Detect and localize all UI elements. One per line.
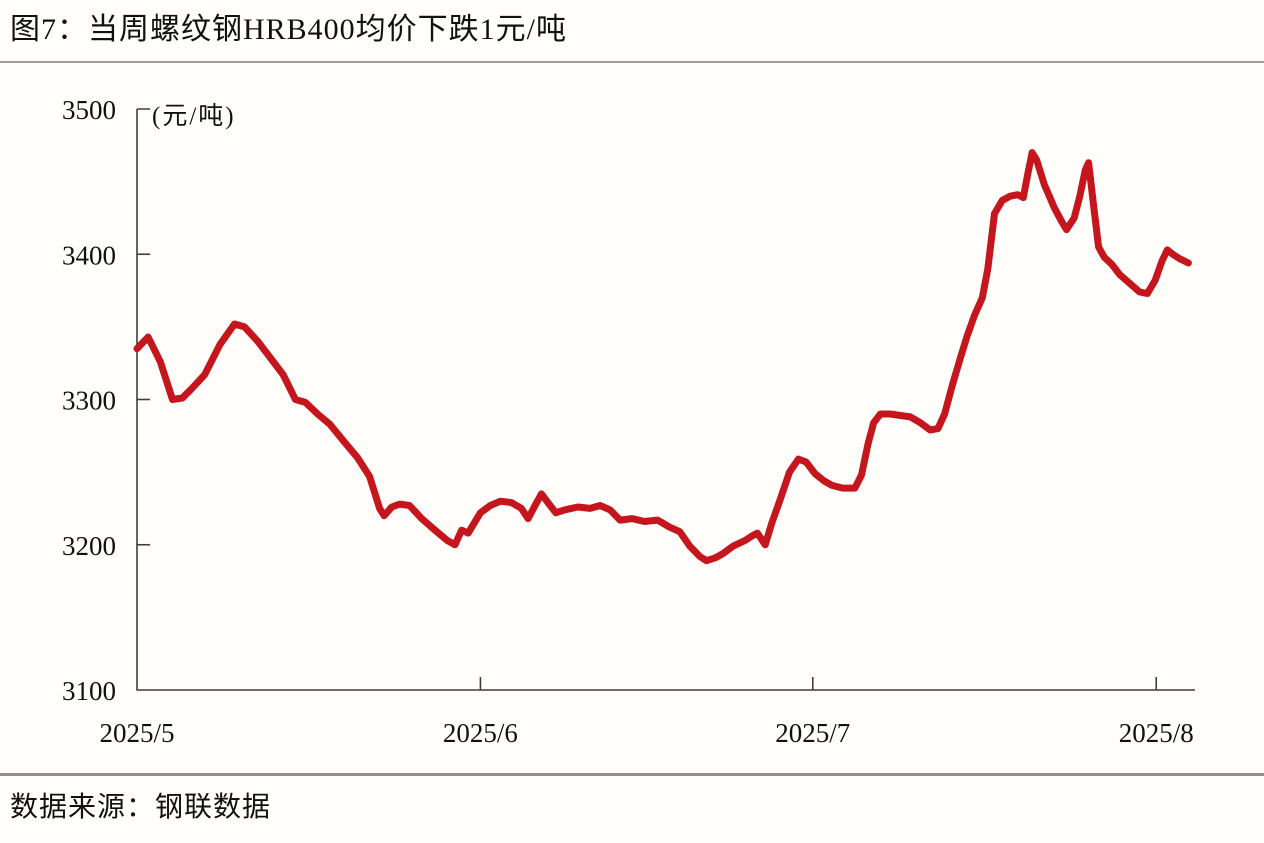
x-tick-label: 2025/7 (775, 718, 850, 748)
chart-canvas: 3500 3400 3300 3200 3100 2025/5 2025/6 2025/7 20… (62, 95, 1195, 748)
y-tick-label: 3500 (62, 95, 116, 125)
y-tick-label: 3100 (62, 676, 116, 706)
y-tick-label: 3200 (62, 531, 116, 561)
x-tick-label: 2025/6 (443, 718, 518, 748)
price-series-line (133, 149, 1192, 565)
footer-divider (0, 773, 1264, 776)
y-tick-label: 3400 (62, 240, 116, 270)
title-divider (0, 61, 1264, 63)
price-line-chart: 3500 3400 3300 3200 3100 2025/5 2025/6 2025/7 20… (62, 95, 1195, 748)
data-source: 数据来源：钢联数据 (10, 792, 272, 823)
y-axis-unit-label: (元/吨) (152, 103, 236, 130)
figure-title: 图7：当周螺纹钢HRB400均价下跌1元/吨 (10, 13, 568, 46)
x-tick-label: 2025/8 (1119, 718, 1194, 748)
x-tick-label: 2025/5 (99, 718, 174, 748)
y-tick-label: 3300 (62, 386, 116, 416)
axes (136, 108, 1195, 691)
